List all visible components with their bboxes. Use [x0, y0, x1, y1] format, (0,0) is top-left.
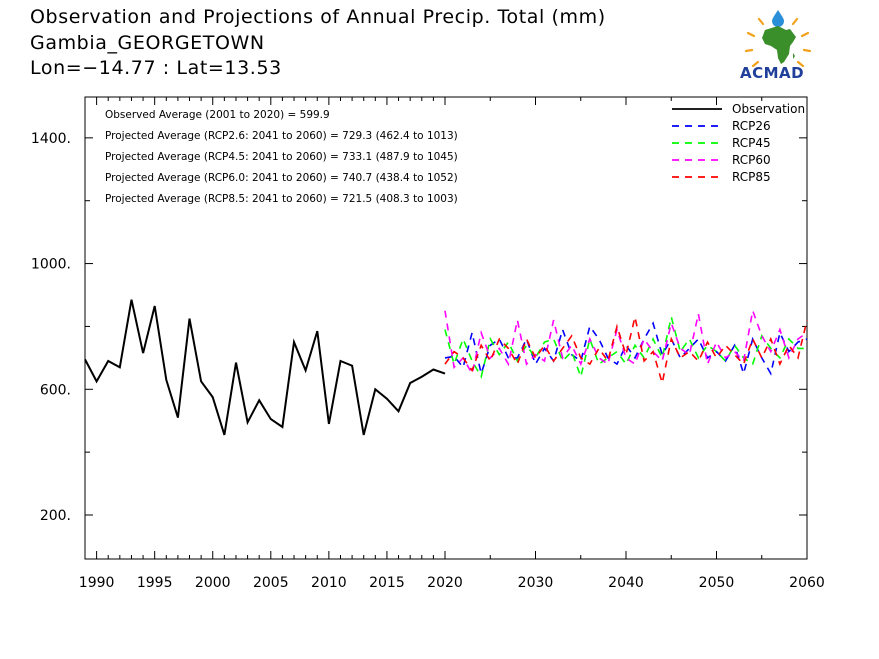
annotation-text: Projected Average (RCP6.0: 2041 to 2060)…	[105, 172, 458, 184]
station-coordinates: Lon=−14.77 : Lat=13.53	[30, 57, 282, 79]
legend-label: RCP60	[732, 153, 771, 167]
legend-label: Observation	[732, 102, 805, 116]
x-tick-label: 2020	[427, 575, 463, 591]
series-line-observation	[84, 299, 446, 436]
x-tick-label: 2040	[608, 575, 644, 591]
x-tick-label: 2000	[195, 575, 231, 591]
y-tick-label: 600.	[40, 382, 71, 398]
x-tick-label: 1995	[137, 575, 173, 591]
x-tick-label: 2050	[699, 575, 735, 591]
series-line-rcp85	[444, 316, 808, 384]
x-tick-label: 2010	[311, 575, 347, 591]
annotation-text: Projected Average (RCP2.6: 2041 to 2060)…	[105, 130, 458, 142]
x-tick-label: 2015	[369, 575, 405, 591]
series-line-rcp60	[444, 307, 808, 376]
africa-map-logo-icon	[744, 10, 812, 68]
annotation-text: Projected Average (RCP4.5: 2041 to 2060)…	[105, 151, 458, 163]
legend-label: RCP26	[732, 119, 771, 133]
plot-frame	[84, 96, 808, 560]
annotation-text: Observed Average (2001 to 2020) = 599.9	[105, 109, 330, 121]
y-tick-label: 200.	[40, 508, 71, 524]
series-line-rcp45	[444, 316, 807, 380]
chart-title: Observation and Projections of Annual Pr…	[30, 6, 606, 28]
annotation-text: Projected Average (RCP8.5: 2041 to 2060)…	[105, 193, 458, 205]
x-tick-label: 1990	[79, 575, 115, 591]
x-tick-label: 2060	[789, 575, 825, 591]
x-tick-label: 2005	[253, 575, 289, 591]
acmad-logo-text: ACMAD	[740, 64, 805, 82]
legend-label: RCP85	[732, 170, 771, 184]
legend-label: RCP45	[732, 136, 771, 150]
y-tick-label: 1000.	[31, 257, 71, 273]
y-tick-label: 1400.	[31, 131, 71, 147]
station-name: Gambia_GEORGETOWN	[30, 32, 265, 54]
x-tick-label: 2030	[518, 575, 554, 591]
